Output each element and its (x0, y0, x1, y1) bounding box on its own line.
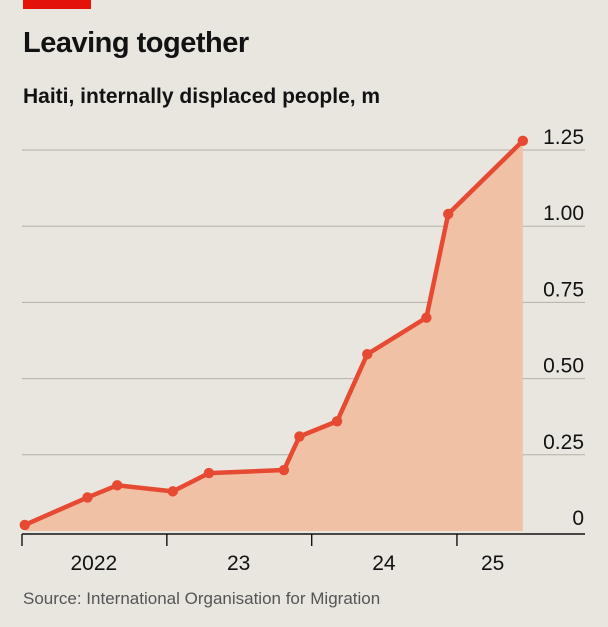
area-layer (24, 140, 523, 531)
data-point (443, 208, 454, 220)
y-tick-label: 1.00 (543, 202, 584, 225)
y-tick-label: 1.25 (543, 126, 584, 149)
y-tick-label: 0.50 (543, 355, 584, 378)
data-point (203, 467, 215, 479)
data-point (82, 492, 93, 503)
data-point (362, 349, 373, 360)
data-point (294, 431, 305, 442)
data-point (278, 464, 290, 476)
data-point (112, 480, 123, 491)
area-fill (24, 140, 523, 531)
x-tick-label: 23 (227, 552, 250, 575)
data-point (421, 312, 432, 323)
x-tick-label: 24 (372, 552, 396, 575)
chart-title: Leaving together (23, 27, 249, 59)
data-point (517, 135, 529, 147)
x-tick-label: 2022 (70, 552, 117, 575)
line-layer (19, 135, 529, 531)
data-point (167, 486, 179, 497)
x-axis-labels: 2022 23 24 25 (70, 552, 504, 575)
y-tick-label: 0 (572, 507, 584, 530)
series-line (22, 138, 526, 528)
y-tick-label: 0.75 (543, 278, 584, 301)
chart-subtitle: Haiti, internally displaced people, m (23, 85, 381, 108)
brand-tag (23, 0, 91, 9)
data-point (19, 519, 30, 531)
y-axis-labels: 0 0.25 0.50 0.75 1.00 1.25 (543, 126, 584, 530)
y-tick-label: 0.25 (543, 431, 584, 454)
x-axis (21, 533, 585, 546)
x-tick-label: 25 (481, 552, 504, 575)
data-point (331, 416, 343, 427)
source-note: Source: International Organisation for M… (23, 589, 381, 608)
